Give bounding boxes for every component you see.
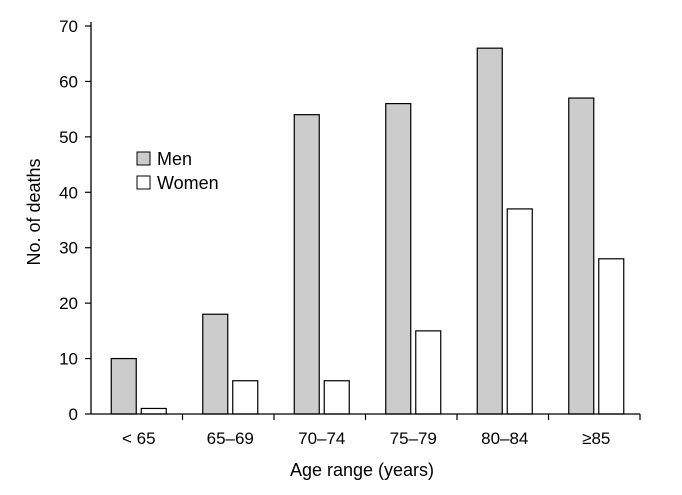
y-tick-label: 40 xyxy=(59,183,78,202)
x-axis-title: Age range (years) xyxy=(290,460,434,480)
bars-group xyxy=(110,47,625,415)
legend: Men Women xyxy=(136,149,219,193)
bar-men-3 xyxy=(385,102,412,415)
bar-men-0 xyxy=(110,357,137,415)
bar-women-2 xyxy=(323,380,350,415)
y-tick-label: 70 xyxy=(59,17,78,36)
x-tick-label: 75–79 xyxy=(390,429,437,448)
y-ticks-group: 0 10 20 30 40 50 60 70 xyxy=(59,17,91,424)
y-axis-title: No. of deaths xyxy=(24,158,44,265)
bar-men-5 xyxy=(568,97,595,415)
bar-women-3 xyxy=(415,330,442,415)
x-tick-label: 70–74 xyxy=(298,429,345,448)
x-ticks-group: < 65 65–69 70–74 75–79 80–84 ≥85 xyxy=(122,414,641,448)
legend-swatch-women xyxy=(136,175,151,190)
bar-women-1 xyxy=(232,380,259,415)
legend-label-women: Women xyxy=(157,173,219,193)
legend-swatch-men xyxy=(136,151,151,166)
bar-women-0 xyxy=(140,407,167,415)
bar-women-5 xyxy=(598,258,625,415)
bar-women-4 xyxy=(506,208,533,415)
bar-men-4 xyxy=(476,47,503,415)
x-tick-label: 65–69 xyxy=(207,429,254,448)
y-tick-label: 50 xyxy=(59,128,78,147)
x-tick-label: < 65 xyxy=(122,429,156,448)
x-tick-label: 80–84 xyxy=(481,429,528,448)
legend-label-men: Men xyxy=(157,149,192,169)
bar-men-2 xyxy=(293,114,320,415)
axes-group xyxy=(90,22,640,415)
y-tick-label: 30 xyxy=(59,239,78,258)
y-tick-label: 0 xyxy=(69,405,78,424)
y-tick-label: 60 xyxy=(59,72,78,91)
y-tick-label: 20 xyxy=(59,294,78,313)
x-tick-label: ≥85 xyxy=(582,429,610,448)
y-tick-label: 10 xyxy=(59,350,78,369)
bar-men-1 xyxy=(202,313,229,415)
